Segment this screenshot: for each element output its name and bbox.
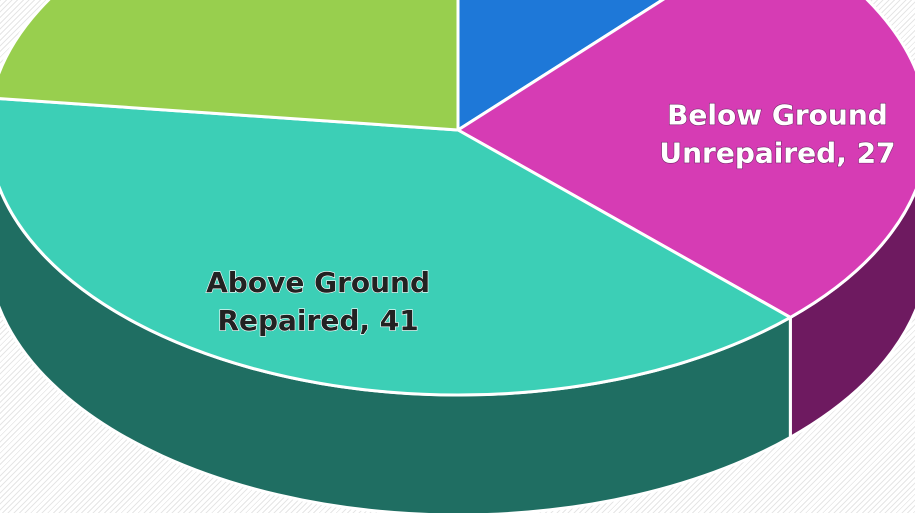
- pie-slice-1: [455, 0, 915, 320]
- pie-slice-3: [0, 0, 460, 132]
- slice-label-line: Repaired, 41: [217, 304, 418, 337]
- slice-label-line: Above Ground: [206, 266, 430, 299]
- slice-label-2: Above Ground Repaired, 41: [206, 266, 430, 337]
- pie-slice-2: [0, 97, 794, 397]
- slice-label-1: Below Ground Unrepaired, 27: [659, 99, 895, 170]
- pie-slice-0: [456, 0, 666, 133]
- slice-label-line: Unrepaired, 27: [659, 137, 895, 170]
- slice-label-line: Below Ground: [667, 99, 888, 132]
